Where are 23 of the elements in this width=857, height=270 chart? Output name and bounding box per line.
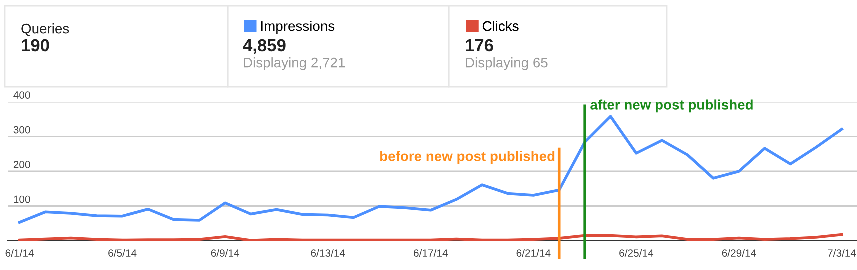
x-tick-label: 6/13/14 <box>311 249 346 257</box>
x-tick-label: 6/21/14 <box>516 249 551 257</box>
ref-line-label: after new post published <box>590 100 753 113</box>
x-tick-label: 6/17/14 <box>414 249 448 257</box>
legend-label: Impressions <box>262 21 335 34</box>
legend-label: Clicks <box>482 21 519 32</box>
x-tick-label: 6/1/14 <box>6 249 34 257</box>
y-tick-label: 200 <box>14 161 30 168</box>
y-tick-label: 300 <box>14 126 30 134</box>
ref-line-label: before new post published <box>380 151 555 164</box>
x-tick-label: 6/9/14 <box>211 249 240 257</box>
x-tick-label: 6/5/14 <box>108 249 137 257</box>
x-tick-label: 6/29/14 <box>722 249 756 257</box>
y-tick-label: 400 <box>14 92 30 99</box>
x-tick-label: 6/25/14 <box>620 249 654 257</box>
text: 4,859 <box>243 39 286 54</box>
text: 190 <box>22 39 50 52</box>
text: Displaying 65 <box>466 58 548 70</box>
y-tick-label: 100 <box>14 196 30 204</box>
x-tick-label: 7/3/14 <box>828 249 856 257</box>
text: Displaying 2,721 <box>244 58 346 70</box>
text: 176 <box>466 39 494 52</box>
text: Queries <box>22 24 70 36</box>
